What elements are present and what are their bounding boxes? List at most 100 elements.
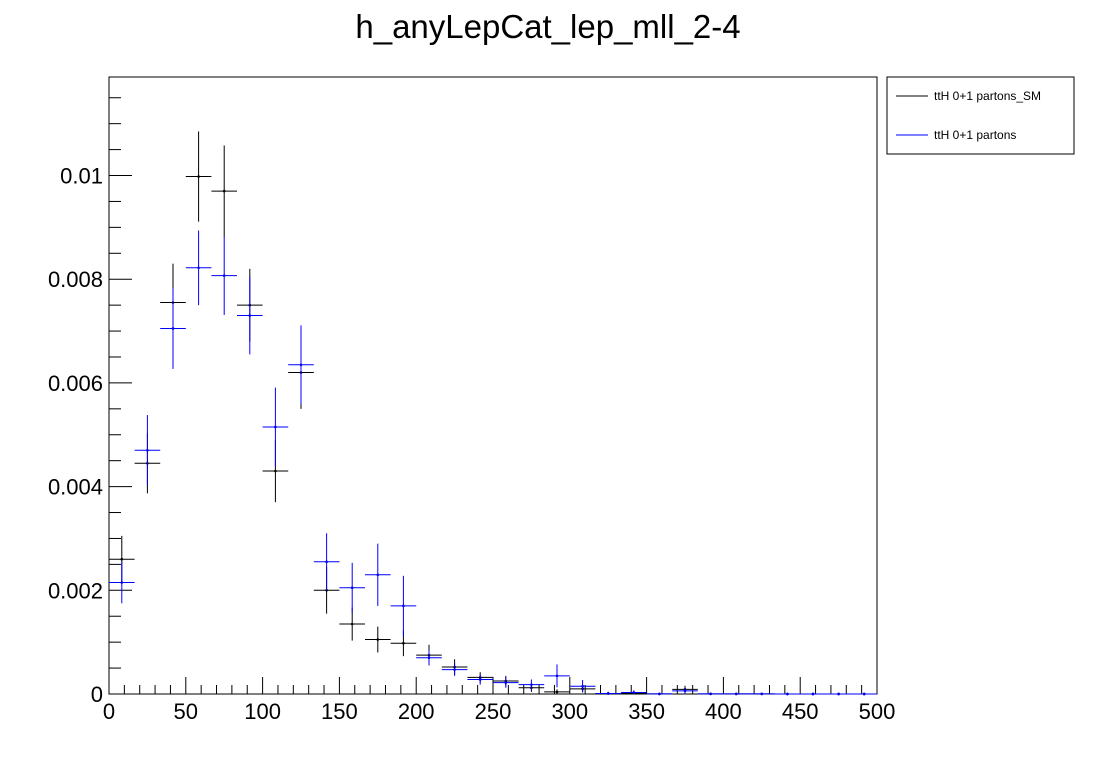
data-point xyxy=(697,692,724,696)
data-point xyxy=(390,575,417,636)
chart-title: h_anyLepCat_lep_mll_2-4 xyxy=(355,8,740,45)
x-tick-label: 100 xyxy=(244,699,281,724)
data-point-marker xyxy=(453,668,456,671)
y-tick-label: 0.002 xyxy=(48,578,103,603)
data-point xyxy=(134,415,161,486)
data-point-marker xyxy=(555,674,559,678)
data-point-marker xyxy=(171,327,175,330)
data-point-marker xyxy=(197,175,200,178)
data-point-marker xyxy=(581,684,584,688)
data-point-marker xyxy=(146,449,149,452)
data-point xyxy=(544,664,570,688)
data-point xyxy=(237,276,263,355)
x-tick-label: 300 xyxy=(551,699,588,724)
data-point-marker xyxy=(274,469,277,473)
data-point xyxy=(339,562,365,613)
data-point-marker xyxy=(683,689,687,693)
data-point xyxy=(467,674,494,685)
data-point xyxy=(416,649,442,666)
series-layer xyxy=(108,131,878,696)
data-point-marker xyxy=(837,692,840,696)
data-point-marker xyxy=(811,692,815,696)
data-point-marker xyxy=(606,692,610,695)
data-point-marker xyxy=(248,314,252,317)
series-1 xyxy=(108,230,878,696)
data-point xyxy=(160,288,186,369)
data-point xyxy=(492,677,519,688)
x-tick-label: 500 xyxy=(859,699,896,724)
data-point xyxy=(108,561,135,604)
data-point xyxy=(364,626,391,653)
legend-label-partons: ttH 0+1 partons xyxy=(934,128,1016,142)
data-point-marker xyxy=(299,363,303,367)
x-tick-label: 250 xyxy=(475,699,512,724)
y-tick-label: 0.004 xyxy=(48,475,103,500)
x-tick-label: 150 xyxy=(321,699,358,724)
data-point-marker xyxy=(274,425,277,429)
data-point-marker xyxy=(760,692,764,696)
x-tick-label: 0 xyxy=(103,699,115,724)
y-axis: 0 0.002 0.004 0.006 0.008 0.01 xyxy=(48,97,132,707)
x-tick-label: 50 xyxy=(174,699,198,724)
data-point-marker xyxy=(427,656,431,660)
data-point-marker xyxy=(530,683,533,686)
data-point-marker xyxy=(120,581,124,584)
data-point xyxy=(800,692,826,696)
data-point-marker xyxy=(504,681,508,684)
x-tick-label: 400 xyxy=(705,699,742,724)
data-point-marker xyxy=(120,557,124,561)
legend-label-sm: ttH 0+1 partons_SM xyxy=(934,89,1041,103)
data-point xyxy=(748,692,775,696)
data-point-marker xyxy=(222,274,226,277)
data-point-marker xyxy=(376,573,380,577)
x-tick-label: 200 xyxy=(398,699,435,724)
data-point-marker xyxy=(658,692,661,696)
data-point-marker xyxy=(350,586,354,590)
data-point xyxy=(544,689,570,694)
data-point-marker xyxy=(222,189,226,193)
data-point xyxy=(313,533,340,591)
data-point xyxy=(339,607,365,641)
data-point xyxy=(185,131,212,222)
data-point xyxy=(774,692,801,696)
data-point xyxy=(851,692,878,696)
data-point xyxy=(185,230,212,306)
data-point xyxy=(211,145,238,237)
data-point xyxy=(364,543,391,606)
data-point-marker xyxy=(197,266,200,270)
data-point-marker xyxy=(402,641,405,645)
series-0 xyxy=(108,131,878,696)
data-point-marker xyxy=(402,604,405,608)
x-tick-label: 350 xyxy=(628,699,665,724)
y-tick-label: 0 xyxy=(91,682,103,707)
data-point xyxy=(672,687,698,694)
x-axis: 0 50 100 150 200 250 300 350 400 450 500 xyxy=(103,677,895,724)
legend: ttH 0+1 partons_SM ttH 0+1 partons xyxy=(886,76,1075,155)
data-point xyxy=(211,236,238,315)
data-point xyxy=(646,692,673,696)
data-point-marker xyxy=(632,691,636,694)
data-point xyxy=(288,325,314,405)
data-point-marker xyxy=(862,692,866,696)
data-point xyxy=(441,663,468,676)
legend-box xyxy=(886,76,1075,155)
data-point-marker xyxy=(325,560,328,564)
data-point xyxy=(518,679,545,690)
y-tick-label: 0.008 xyxy=(48,267,103,292)
data-point-marker xyxy=(350,622,354,626)
data-point xyxy=(825,692,852,696)
data-point xyxy=(262,387,289,467)
data-point-marker xyxy=(709,692,712,696)
data-point-marker xyxy=(376,638,380,641)
data-point-marker xyxy=(734,692,738,696)
data-point-marker xyxy=(555,690,559,694)
data-point xyxy=(595,691,622,695)
y-tick-label: 0.01 xyxy=(60,164,103,189)
x-tick-label: 450 xyxy=(782,699,819,724)
data-point xyxy=(621,690,647,694)
data-point-marker xyxy=(786,692,789,696)
y-tick-label: 0.006 xyxy=(48,371,103,396)
data-point xyxy=(569,680,596,693)
data-point xyxy=(723,692,749,696)
